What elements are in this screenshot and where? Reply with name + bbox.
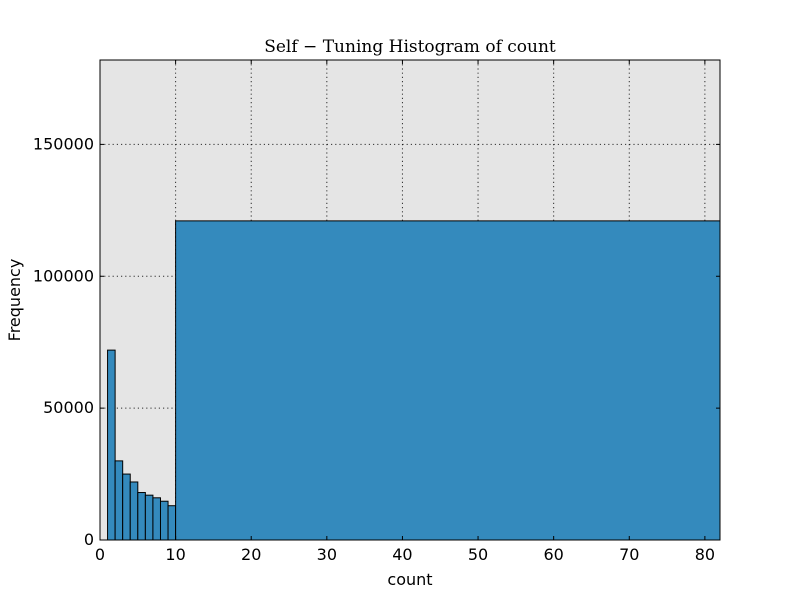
histogram-bar — [159, 500, 169, 541]
histogram-bar — [144, 494, 154, 541]
x-tick-label: 50 — [468, 545, 488, 564]
x-tick-label: 30 — [317, 545, 337, 564]
x-tick-label: 40 — [392, 545, 412, 564]
histogram-bar — [137, 492, 146, 541]
tick-marks — [99, 60, 720, 541]
x-tick-labels: 0 10 20 30 40 50 60 70 80 — [95, 545, 715, 564]
x-tick-label: 0 — [95, 545, 105, 564]
histogram-bar — [152, 497, 161, 541]
histogram-bar — [175, 220, 721, 541]
histogram-bar — [114, 460, 124, 541]
x-tick-label: 80 — [695, 545, 715, 564]
y-axis-label: Frequency — [5, 259, 24, 342]
x-tick-label: 60 — [543, 545, 563, 564]
y-tick-label: 50000 — [43, 398, 94, 417]
plot-frame — [99, 59, 721, 541]
chart-title: Self − Tuning Histogram of count — [264, 37, 556, 57]
histogram-bar — [129, 481, 139, 541]
y-tick-labels: 0 50000 100000 150000 — [33, 134, 94, 549]
histogram-bar — [107, 349, 116, 541]
y-tick-label: 150000 — [33, 134, 94, 153]
y-tick-label: 0 — [84, 530, 94, 549]
histogram-bar — [122, 473, 131, 541]
histogram-bar — [167, 505, 177, 541]
y-tick-label: 100000 — [33, 266, 94, 285]
x-tick-label: 20 — [241, 545, 261, 564]
x-axis-label: count — [387, 570, 432, 589]
histogram-bars — [107, 220, 721, 541]
x-tick-label: 10 — [165, 545, 185, 564]
x-tick-label: 70 — [619, 545, 639, 564]
